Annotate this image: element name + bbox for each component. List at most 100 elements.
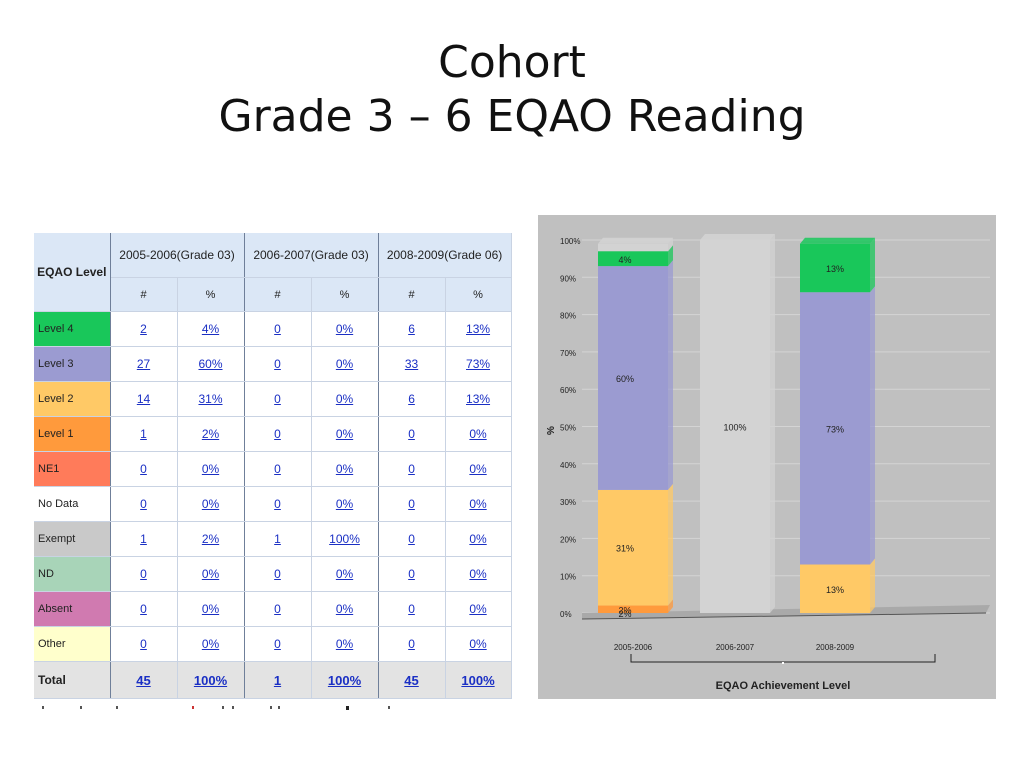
percent-link[interactable]: 0% <box>201 637 220 651</box>
percent-link[interactable]: 0% <box>201 462 220 476</box>
x-axis-title: EQAO Achievement Level <box>716 680 851 692</box>
percent-cell: 0% <box>445 556 512 592</box>
group-header-2006-2007: 2006-2007(Grade 03) <box>244 233 379 278</box>
count-link[interactable]: 0 <box>140 462 147 476</box>
percent-link[interactable]: 0% <box>335 602 354 616</box>
percent-link[interactable]: 0% <box>469 602 487 616</box>
count-cell: 0 <box>378 626 446 662</box>
percent-link[interactable]: 13% <box>466 322 491 336</box>
y-tick-label: 90% <box>560 274 576 283</box>
percent-cell: 0% <box>177 591 245 627</box>
percent-link[interactable]: 0% <box>469 532 487 546</box>
table-row: Level 4 2 4% 0 0% 6 13% <box>34 311 512 347</box>
percent-link[interactable]: 0% <box>335 462 354 476</box>
count-link[interactable]: 0 <box>408 637 415 651</box>
count-cell: 1 <box>244 521 312 557</box>
percent-link[interactable]: 0% <box>469 427 487 441</box>
count-link[interactable]: 0 <box>408 462 415 476</box>
count-link[interactable]: 33 <box>404 357 419 371</box>
count-cell: 27 <box>110 346 178 382</box>
percent-link[interactable]: 2% <box>201 532 220 546</box>
count-link[interactable]: 1 <box>140 532 147 546</box>
percent-link[interactable]: 0% <box>335 497 354 511</box>
count-link[interactable]: 0 <box>408 497 415 511</box>
count-link[interactable]: 1 <box>274 532 281 546</box>
table-row: Level 2 14 31% 0 0% 6 13% <box>34 381 512 417</box>
count-link[interactable]: 0 <box>274 322 281 336</box>
count-cell: 0 <box>244 451 312 487</box>
count-link[interactable]: 0 <box>274 392 281 406</box>
bar-segment-side <box>870 237 875 293</box>
count-link[interactable]: 0 <box>140 567 147 581</box>
level-label: Level 4 <box>34 311 111 347</box>
percent-link[interactable]: 60% <box>198 357 223 371</box>
percent-link[interactable]: 0% <box>335 427 354 441</box>
bar-segment-side <box>668 599 673 613</box>
eqao-level-header: EQAO Level <box>34 233 111 312</box>
percent-link[interactable]: 73% <box>466 357 491 371</box>
stacked-bar-chart: 0% 10% 20% 30% 40% 50% 60% 70% 80% 90% 100%% 2% 31% 6… <box>538 215 996 699</box>
count-link[interactable]: 0 <box>408 427 415 441</box>
count-cell: 14 <box>110 381 178 417</box>
count-link[interactable]: 0 <box>408 567 415 581</box>
percent-link[interactable]: 0% <box>469 567 487 581</box>
count-cell: 2 <box>110 311 178 347</box>
percent-link[interactable]: 100% <box>329 532 360 546</box>
count-link[interactable]: 0 <box>274 602 281 616</box>
count-link[interactable]: 0 <box>274 637 281 651</box>
count-link[interactable]: 0 <box>408 602 415 616</box>
percent-link[interactable]: 0% <box>335 392 354 406</box>
percent-link[interactable]: 0% <box>469 637 487 651</box>
percent-cell: 0% <box>311 451 379 487</box>
percent-link[interactable]: 0% <box>335 567 354 581</box>
percent-link[interactable]: 2% <box>201 427 220 441</box>
bar-segment-side <box>668 483 673 606</box>
count-link[interactable]: 6 <box>408 322 415 336</box>
count-link[interactable]: 0 <box>274 427 281 441</box>
data-label: 13% <box>826 585 844 595</box>
percent-link[interactable]: 100% <box>461 672 495 688</box>
count-link[interactable]: 0 <box>274 462 281 476</box>
percent-link[interactable]: 13% <box>466 392 491 406</box>
percent-link[interactable]: 0% <box>335 322 354 336</box>
count-link[interactable]: 0 <box>274 497 281 511</box>
percent-cell: 0% <box>311 626 379 662</box>
count-link[interactable]: 6 <box>408 392 415 406</box>
count-link[interactable]: 1 <box>273 672 282 688</box>
percent-cell: 0% <box>177 451 245 487</box>
percent-link[interactable]: 0% <box>335 357 354 371</box>
percent-cell: 0% <box>177 486 245 522</box>
percent-link[interactable]: 0% <box>201 602 220 616</box>
percent-link[interactable]: 31% <box>198 392 223 406</box>
subheader-percent: % <box>311 277 379 312</box>
percent-cell: 0% <box>445 451 512 487</box>
percent-cell: 0% <box>445 416 512 452</box>
count-cell: 0 <box>244 381 312 417</box>
count-link[interactable]: 0 <box>140 602 147 616</box>
percent-link[interactable]: 0% <box>201 567 220 581</box>
count-link[interactable]: 2 <box>140 322 147 336</box>
count-link[interactable]: 0 <box>140 497 147 511</box>
count-link[interactable]: 45 <box>136 672 151 688</box>
percent-link[interactable]: 100% <box>193 672 228 688</box>
percent-link[interactable]: 0% <box>469 497 487 511</box>
percent-link[interactable]: 4% <box>201 322 220 336</box>
percent-cell: 13% <box>445 311 512 347</box>
count-link[interactable]: 0 <box>408 532 415 546</box>
count-link[interactable]: 27 <box>136 357 151 371</box>
percent-link[interactable]: 0% <box>335 637 354 651</box>
count-link[interactable]: 1 <box>140 427 147 441</box>
count-link[interactable]: 0 <box>274 567 281 581</box>
percent-link[interactable]: 0% <box>469 462 487 476</box>
count-link[interactable]: 45 <box>404 672 419 688</box>
subheader-count: # <box>110 277 178 312</box>
count-link[interactable]: 0 <box>274 357 281 371</box>
count-link[interactable]: 14 <box>136 392 151 406</box>
count-link[interactable]: 0 <box>140 637 147 651</box>
percent-link[interactable]: 0% <box>201 497 220 511</box>
percent-link[interactable]: 100% <box>327 672 362 688</box>
y-tick-label: 30% <box>560 498 576 507</box>
level-label: NE1 <box>34 451 111 487</box>
y-tick-label: 0% <box>560 610 572 619</box>
count-cell: 0 <box>244 416 312 452</box>
